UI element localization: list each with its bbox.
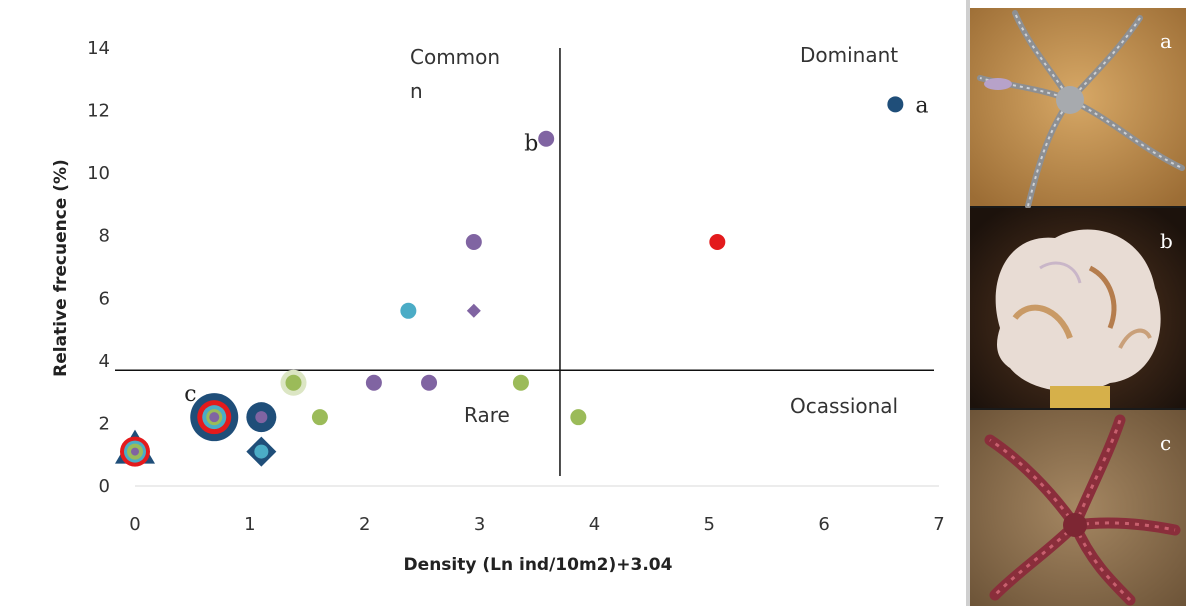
species-photos: a b c <box>970 8 1186 606</box>
y-tick-label: 2 <box>99 413 110 434</box>
data-point <box>465 233 482 250</box>
point-label: a <box>915 93 928 118</box>
x-tick-label: 0 <box>129 514 140 535</box>
data-point <box>400 302 417 319</box>
data-point <box>466 303 481 318</box>
photo-a-label: a <box>1160 29 1172 53</box>
y-tick-label: 4 <box>99 351 110 372</box>
data-point <box>311 409 328 426</box>
data-point: b <box>524 130 555 157</box>
data-point: a <box>887 93 928 118</box>
y-axis-ticks: 0 2 4 6 8 10 12 14 <box>87 38 110 497</box>
photo-c-label: c <box>1160 431 1171 455</box>
data-point <box>512 374 529 391</box>
x-axis-ticks: 0 1 2 3 4 5 6 7 <box>129 514 944 535</box>
data-point <box>709 233 726 250</box>
x-tick-label: 1 <box>244 514 255 535</box>
y-tick-label: 8 <box>99 226 110 247</box>
quadrant-label-rare: Rare <box>464 403 510 427</box>
data-points: a b c <box>115 93 928 467</box>
x-tick-label: 5 <box>704 514 715 535</box>
data-point <box>570 409 587 426</box>
data-point <box>246 436 277 467</box>
point-label: c <box>184 382 196 407</box>
quadrant-label-common: Common n <box>410 45 506 103</box>
y-tick-label: 0 <box>99 476 110 497</box>
data-point <box>246 402 277 433</box>
data-point <box>365 374 382 391</box>
photo-c-sea-star: c <box>970 410 1186 606</box>
data-point <box>421 374 438 391</box>
x-tick-label: 2 <box>359 514 370 535</box>
photo-b-sponge: b <box>970 208 1186 408</box>
y-axis-title: Relative frecuence (%) <box>51 159 71 377</box>
x-axis-title: Density (Ln ind/10m2)+3.04 <box>404 555 673 575</box>
photo-a-brittle-star: a <box>970 8 1186 209</box>
x-tick-label: 7 <box>933 514 944 535</box>
y-tick-label: 12 <box>87 101 110 122</box>
photo-b-label: b <box>1160 229 1173 253</box>
quadrant-label-occasional: Ocassional <box>790 394 898 418</box>
point-label: b <box>524 132 538 157</box>
panel-divider <box>966 0 970 606</box>
y-tick-label: 6 <box>99 288 110 309</box>
data-point <box>115 429 155 467</box>
x-tick-label: 3 <box>474 514 485 535</box>
data-point <box>280 369 307 396</box>
quadrant-label-dominant: Dominant <box>800 43 898 67</box>
data-point: c <box>184 382 239 442</box>
x-tick-label: 4 <box>589 514 600 535</box>
y-tick-label: 14 <box>87 38 110 59</box>
y-tick-label: 10 <box>87 163 110 184</box>
x-tick-label: 6 <box>818 514 829 535</box>
